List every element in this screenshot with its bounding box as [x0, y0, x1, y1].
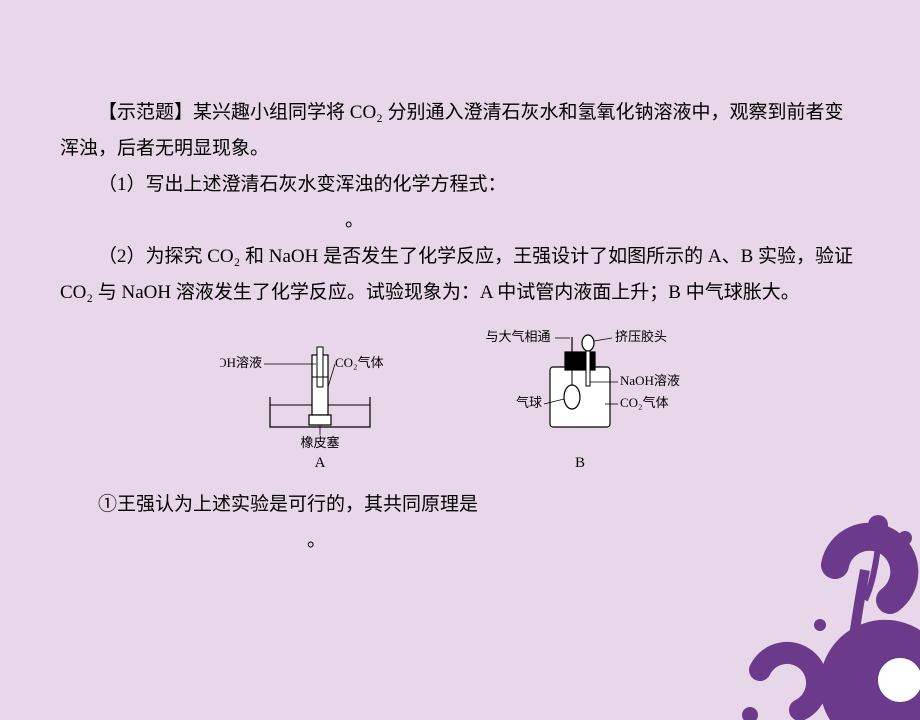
- q1-period: 。: [345, 210, 364, 231]
- question-2: （2）为探究 CO₂ 和 NaOH 是否发生了化学反应，王强设计了如图所示的 A…: [60, 239, 860, 311]
- label-co2-a: CO₂气体: [335, 355, 384, 370]
- diagram-container: NaOH溶液 CO₂气体 橡皮塞 A 与大气相通 挤压胶头: [60, 327, 860, 477]
- decoration-graphic: [690, 470, 920, 720]
- label-stopper: 橡皮塞: [300, 435, 339, 450]
- diagram-b: 与大气相通 挤压胶头 NaOH溶液 CO₂气体 气球 B: [460, 327, 700, 477]
- q1-text: （1）写出上述澄清石灰水变浑浊的化学方程式：: [98, 174, 507, 195]
- q2-text: （2）为探究 CO₂ 和 NaOH 是否发生了化学反应，王强设计了如图所示的 A…: [60, 246, 853, 303]
- intro-paragraph: 【示范题】某兴趣小组同学将 CO₂ 分别通入澄清石灰水和氢氧化钠溶液中，观察到前…: [60, 95, 860, 167]
- diagram-b-label: B: [575, 455, 585, 471]
- q2-sub1-text: ①王强认为上述实验是可行的，其共同原理是: [98, 494, 478, 515]
- question-1: （1）写出上述澄清石灰水变浑浊的化学方程式：: [60, 167, 860, 203]
- label-air: 与大气相通: [485, 329, 550, 344]
- label-naoh-a: NaOH溶液: [220, 355, 262, 370]
- diagram-a-label: A: [315, 455, 326, 471]
- q2-sub1-period: 。: [307, 530, 326, 551]
- diagram-a: NaOH溶液 CO₂气体 橡皮塞 A: [220, 327, 420, 477]
- label-co2-b: CO₂气体: [620, 395, 669, 410]
- example-label: 【示范题】: [98, 102, 193, 123]
- label-balloon: 气球: [516, 395, 542, 410]
- q1-end: 。: [60, 203, 860, 239]
- label-naoh-b: NaOH溶液: [620, 373, 680, 388]
- label-squeeze: 挤压胶头: [615, 329, 667, 344]
